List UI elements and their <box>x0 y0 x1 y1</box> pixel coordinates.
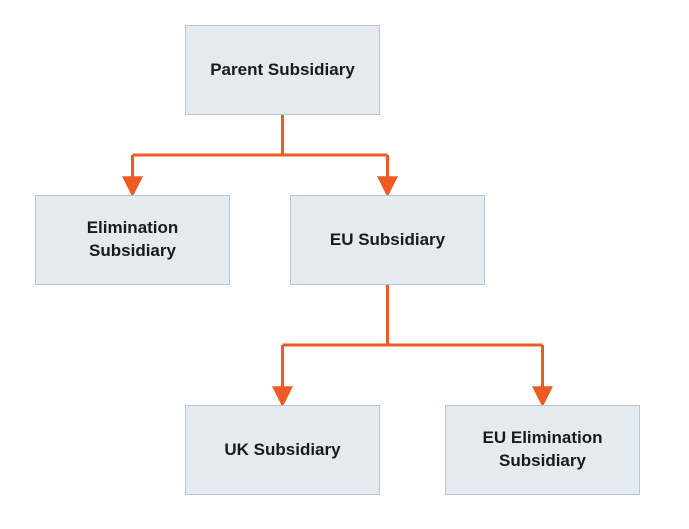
node-eu: EU Subsidiary <box>290 195 485 285</box>
node-eu-elimination: EU Elimination Subsidiary <box>445 405 640 495</box>
node-label: UK Subsidiary <box>224 439 340 462</box>
node-label: Parent Subsidiary <box>210 59 355 82</box>
node-elimination: Elimination Subsidiary <box>35 195 230 285</box>
node-uk: UK Subsidiary <box>185 405 380 495</box>
node-label: EU Elimination Subsidiary <box>460 427 625 473</box>
node-label: Elimination Subsidiary <box>50 217 215 263</box>
node-label: EU Subsidiary <box>330 229 445 252</box>
node-parent: Parent Subsidiary <box>185 25 380 115</box>
